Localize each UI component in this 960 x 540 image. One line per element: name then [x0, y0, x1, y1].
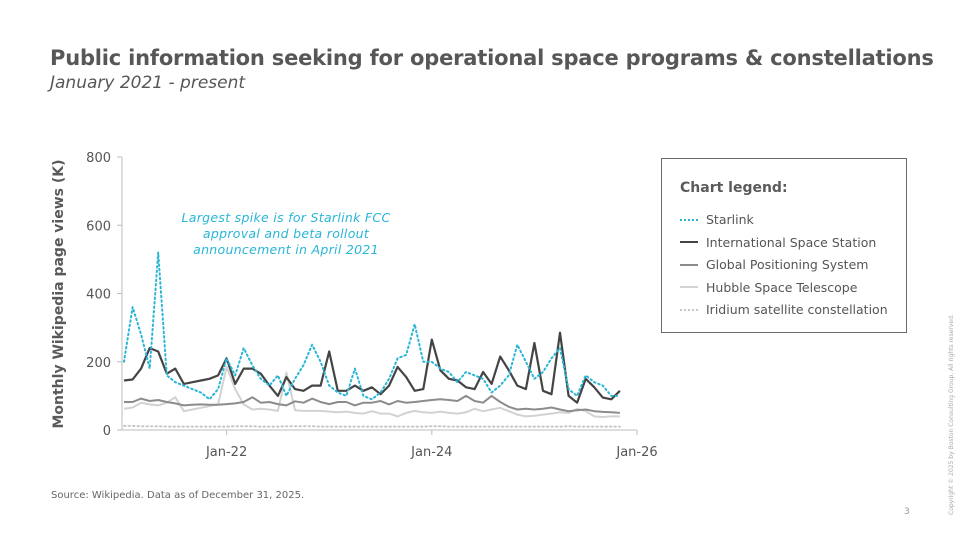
legend-item: Hubble Space Telescope [680, 280, 857, 295]
source-note: Source: Wikipedia. Data as of December 3… [51, 490, 305, 501]
x-tick-label: Jan-26 [615, 445, 657, 460]
y-tick-label: 600 [86, 219, 111, 234]
legend-label: Global Positioning System [706, 257, 869, 272]
legend-label: Starlink [706, 212, 754, 227]
series-line-international-space-station [123, 331, 621, 404]
y-tick-label: 400 [86, 288, 111, 303]
series-group [123, 251, 621, 428]
legend-swatch-icon [680, 218, 698, 221]
page-number: 3 [904, 507, 910, 517]
chart-annotation: Largest spike is for Starlink FCC approv… [181, 210, 391, 257]
series-line-starlink [123, 251, 621, 401]
legend-label: Iridium satellite constellation [706, 302, 888, 317]
series-line-hubble-space-telescope [123, 365, 620, 418]
legend-swatch-icon [680, 286, 698, 288]
legend-item: Starlink [680, 212, 754, 227]
y-tick-label: 800 [86, 151, 111, 166]
legend-label: Hubble Space Telescope [706, 279, 858, 295]
legend-swatch-icon [680, 241, 698, 243]
legend-item: Global Positioning System [680, 257, 868, 272]
axes: 0 200 400 600 800 Jan-22 Jan-24 Jan-26 [86, 151, 657, 460]
x-tick-label: Jan-24 [410, 445, 452, 460]
series-line-global-positioning-system [124, 394, 620, 414]
y-tick-label: 0 [103, 424, 111, 439]
slide-title: Public information seeking for operation… [50, 46, 934, 70]
copyright-notice: Copyright © 2025 by Boston Consulting Gr… [948, 314, 955, 515]
series-line-iridium-satellite-constellation [123, 424, 621, 428]
x-tick-label: Jan-22 [205, 445, 247, 460]
legend-label: International Space Station [706, 234, 877, 250]
legend-item: Iridium satellite constellation [680, 302, 888, 317]
legend-swatch-icon [680, 263, 698, 266]
legend-swatch-icon [680, 308, 698, 311]
y-axis-label: Monthly Wikipedia page views (K) [51, 159, 67, 428]
chart-legend: Chart legend: Starlink International Spac… [661, 158, 907, 333]
legend-item: International Space Station [680, 235, 876, 250]
y-tick-label: 200 [86, 356, 111, 371]
slide-subtitle: January 2021 - present [50, 73, 246, 93]
legend-title: Chart legend: [680, 180, 788, 196]
